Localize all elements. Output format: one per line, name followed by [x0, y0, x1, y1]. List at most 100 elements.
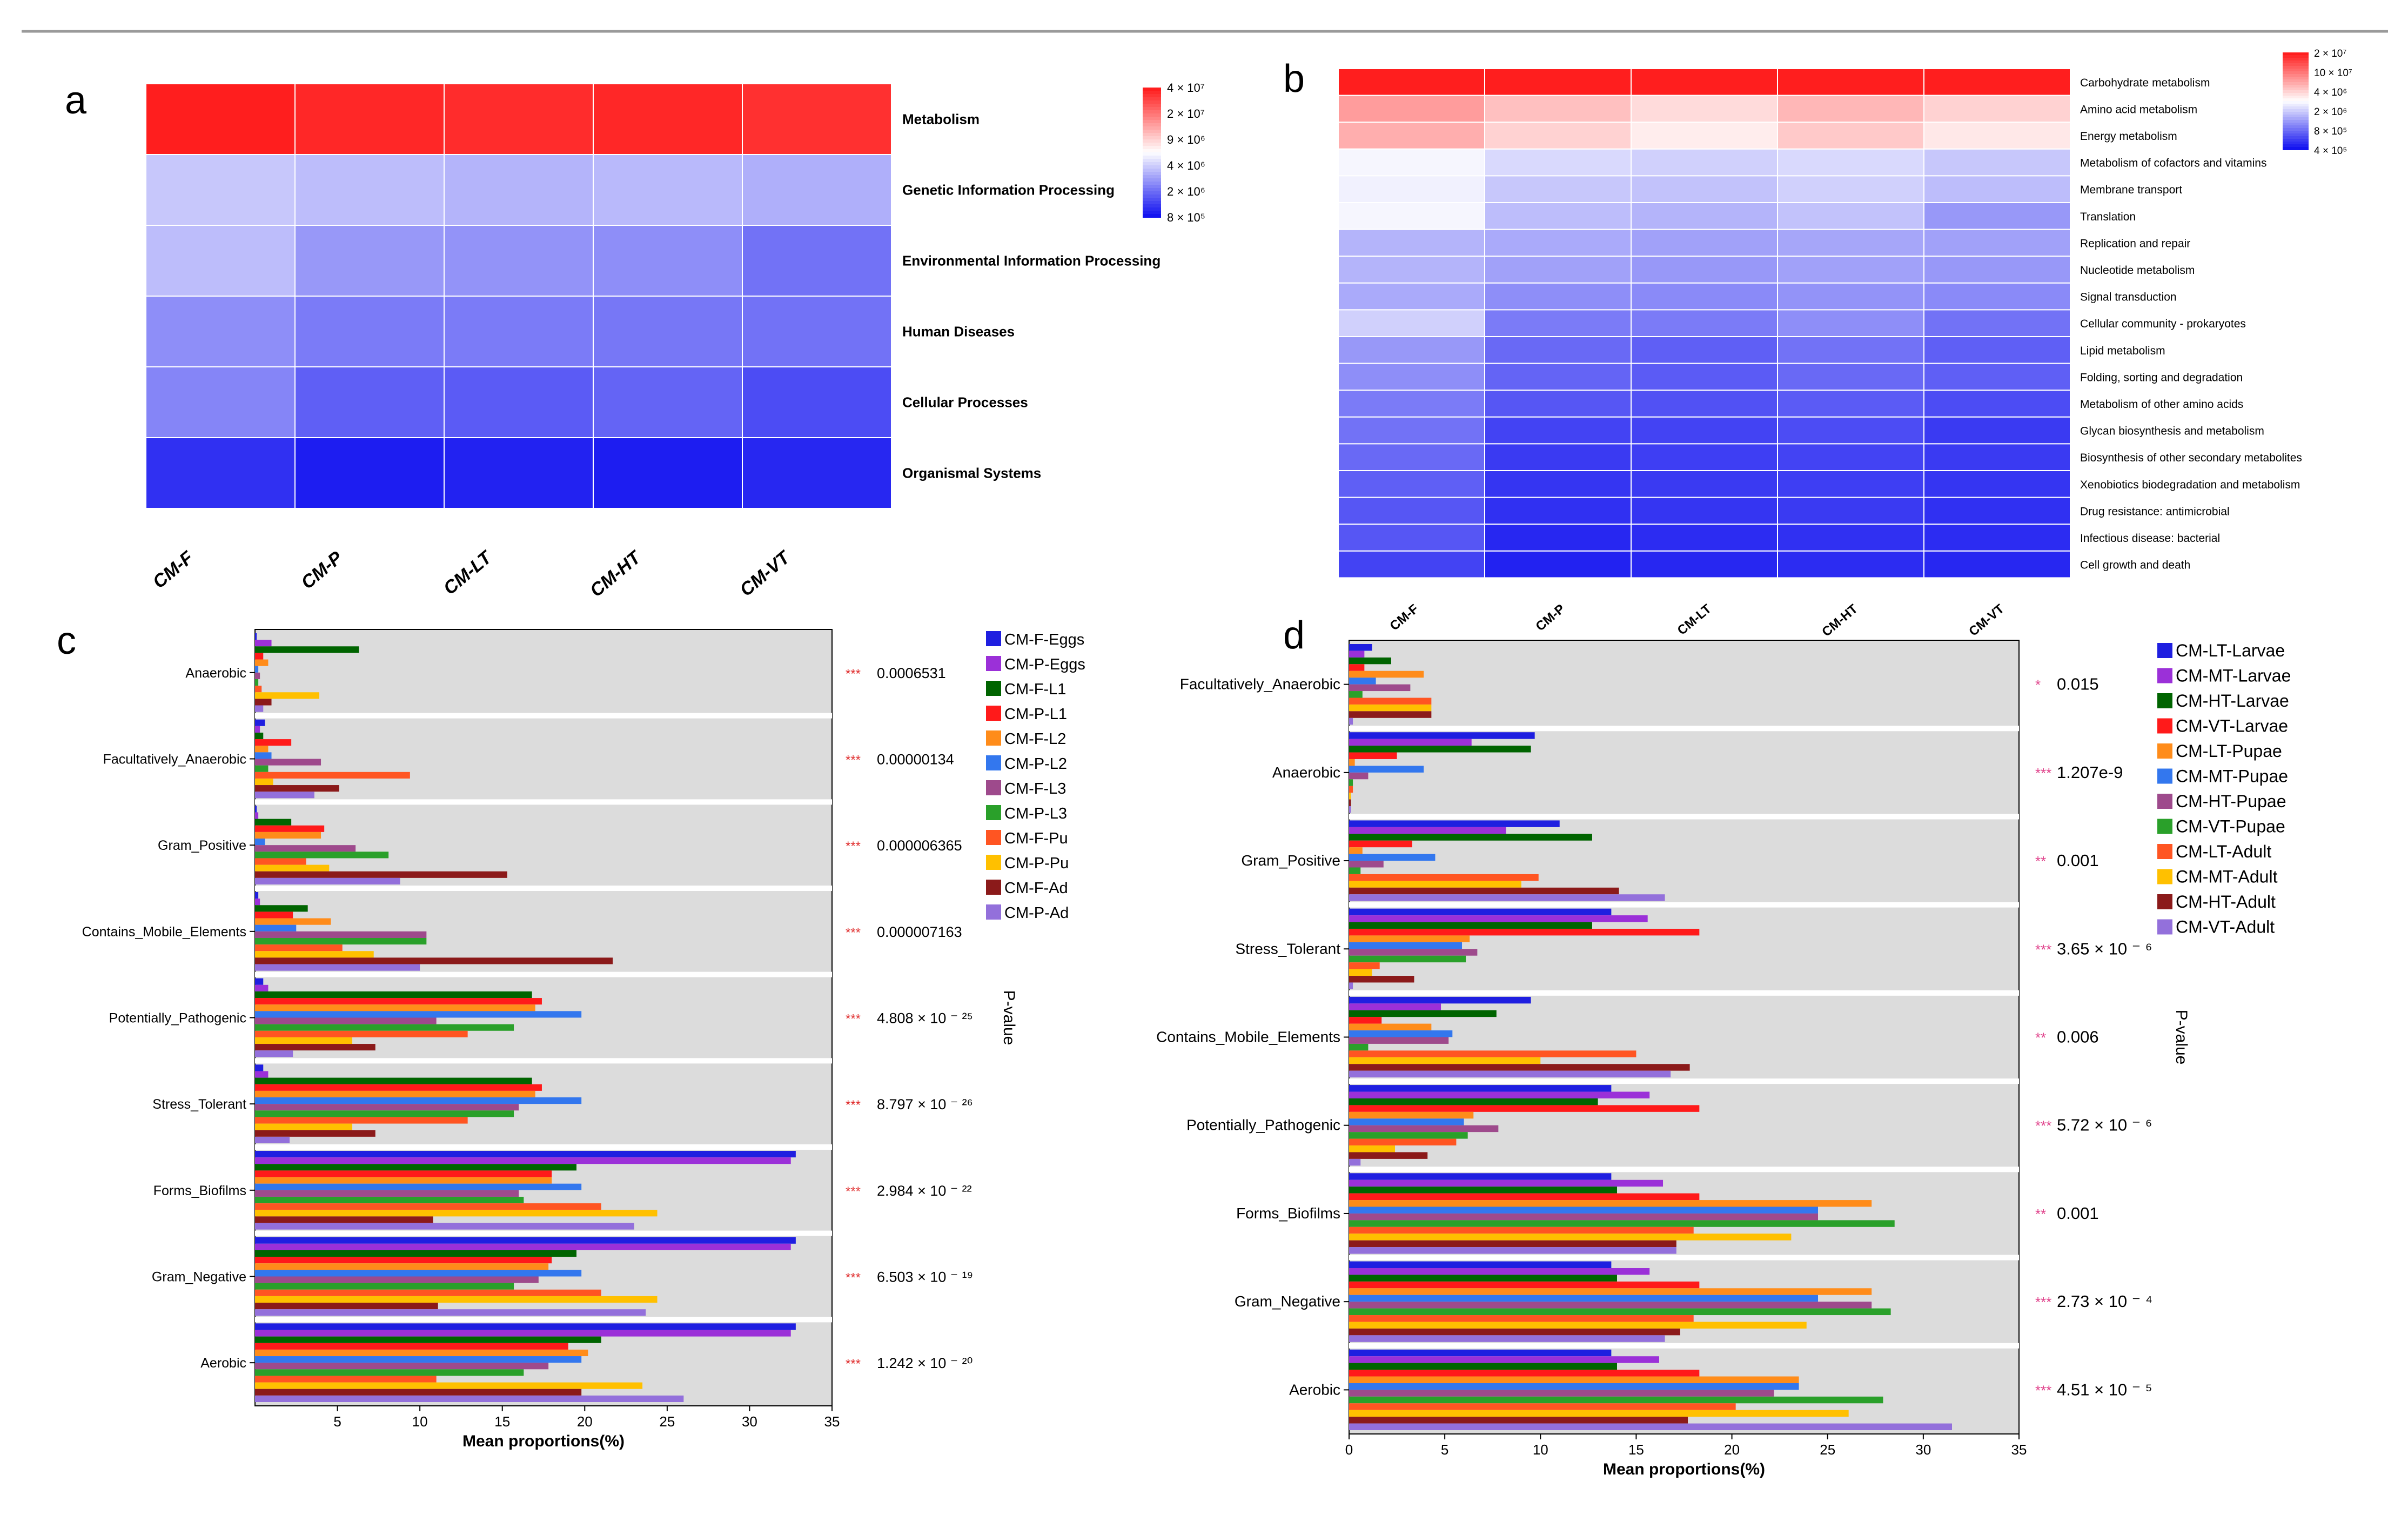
- p-value-axis-label: P-value: [1000, 990, 1018, 1045]
- heatmap-b-cell: [1631, 175, 1778, 203]
- bar: [1349, 827, 1506, 834]
- heatmap-b-cell: [1631, 416, 1778, 445]
- legend-label: CM-HT-Pupae: [2176, 792, 2286, 811]
- bar: [1349, 1179, 1664, 1187]
- bar: [255, 705, 264, 712]
- heatmap-b-cell: [1631, 497, 1778, 525]
- heatmap-b-cell: [1923, 443, 2071, 472]
- heatmap-a-legend-segment: [1143, 120, 1161, 124]
- heatmap-b-cell: [1923, 229, 2071, 257]
- heatmap-b-row-label: Replication and repair: [2080, 237, 2190, 250]
- legend-label: CM-HT-Larvae: [2176, 691, 2289, 710]
- bar: [255, 877, 400, 884]
- category-label: Gram_Negative: [1235, 1293, 1340, 1310]
- x-axis-label: Mean proportions(%): [462, 1432, 625, 1450]
- bar: [1349, 1295, 1818, 1302]
- bar: [1349, 1356, 1659, 1363]
- significance-stars: ***: [846, 1098, 861, 1112]
- bar: [1349, 887, 1619, 895]
- legend-label: CM-MT-Pupae: [2176, 767, 2288, 786]
- heatmap-b-legend-label: 8 × 10⁵: [2314, 126, 2347, 137]
- bar: [255, 1243, 791, 1250]
- heatmap-b-cell: [1338, 470, 1485, 498]
- heatmap-b-cell: [1777, 202, 1924, 230]
- bar: [1349, 793, 1351, 800]
- bar: [255, 1395, 684, 1402]
- heatmap-b-cell: [1484, 229, 1632, 257]
- bar: [1349, 1268, 1650, 1275]
- legend-label: CM-HT-Adult: [2176, 892, 2276, 911]
- heatmap-b-legend-segment: [2283, 123, 2309, 126]
- legend-swatch: [2157, 743, 2172, 759]
- heatmap-b-row-label: Biosynthesis of other secondary metaboli…: [2080, 452, 2302, 464]
- x-tick-label: 5: [1441, 1442, 1448, 1458]
- bar: [1349, 1226, 1694, 1234]
- heatmap-a-legend-segment: [1143, 117, 1161, 120]
- legend-label: CM-VT-Pupae: [2176, 817, 2285, 836]
- heatmap-a-cell: [294, 437, 445, 509]
- heatmap-a-legend-segment: [1143, 139, 1161, 143]
- significance-stars: ***: [2035, 1118, 2051, 1134]
- bar: [1349, 1105, 1700, 1112]
- heatmap-a-row-label: Cellular Processes: [902, 394, 1028, 411]
- heatmap-a-legend-label: 4 × 10⁷: [1167, 81, 1205, 95]
- bar: [255, 659, 269, 666]
- category-label: Anaerobic: [185, 666, 246, 681]
- legend-label: CM-F-Pu: [1004, 830, 1068, 847]
- x-tick-label: 10: [412, 1413, 428, 1430]
- heatmap-b-cell: [1338, 390, 1485, 418]
- bar-chart-c: Anaerobic *** 0.0006531 Facultatively_Anaer…: [82, 629, 1085, 1450]
- heatmap-b-cell: [1484, 122, 1632, 150]
- bar: [255, 1210, 658, 1217]
- bar: [255, 1309, 646, 1316]
- heatmap-b-cell: [1484, 390, 1632, 418]
- heatmap-b-legend-segment: [2283, 120, 2309, 123]
- bar: [1349, 1057, 1541, 1064]
- heatmap-b-legend-segment: [2283, 109, 2309, 112]
- bar: [1349, 718, 1353, 725]
- heatmap-b-cell: [1338, 336, 1485, 364]
- heatmap-b-legend-segment: [2283, 79, 2309, 83]
- bar: [1349, 799, 1351, 807]
- bar: [255, 1270, 582, 1277]
- significance-stars: ***: [846, 1012, 861, 1027]
- bar: [1349, 1200, 1872, 1207]
- bar: [1349, 1085, 1612, 1092]
- bar: [255, 1296, 658, 1303]
- bar: [1349, 1390, 1774, 1397]
- bar: [1349, 1138, 1457, 1146]
- heatmap-b-cell: [1484, 550, 1632, 579]
- heatmap-a-legend-segment: [1143, 113, 1161, 117]
- bar: [1349, 1064, 1690, 1071]
- bar: [255, 1250, 577, 1257]
- significance-stars: ***: [846, 1271, 861, 1285]
- bar: [255, 931, 427, 938]
- heatmap-b-cell: [1923, 95, 2071, 123]
- bar: [255, 732, 264, 740]
- heatmap-b-legend-segment: [2283, 58, 2309, 61]
- bar: [255, 640, 272, 647]
- heatmap-b-cell: [1923, 550, 2071, 579]
- category-label: Potentially_Pathogenic: [1186, 1117, 1340, 1134]
- significance-stars: ***: [846, 926, 861, 940]
- heatmap-b-row-label: Carbohydrate metabolism: [2080, 77, 2210, 89]
- heatmap-b-cell: [1777, 256, 1924, 284]
- heatmap-b-row-label: Lipid metabolism: [2080, 345, 2165, 357]
- heatmap-b-cell: [1777, 229, 1924, 257]
- category-label: Gram_Positive: [1241, 852, 1340, 869]
- bar: [255, 1084, 542, 1091]
- significance-stars: *: [2035, 677, 2041, 693]
- legend-swatch: [986, 681, 1001, 696]
- heatmap-b-cell: [1484, 443, 1632, 472]
- heatmap-b-legend-segment: [2283, 63, 2309, 66]
- bar: [255, 719, 265, 726]
- bar: [255, 692, 320, 699]
- bar: [255, 905, 308, 912]
- bar: [255, 806, 257, 813]
- heatmap-b-cell: [1777, 282, 1924, 311]
- heatmap-b-legend-segment: [2283, 104, 2309, 107]
- heatmap-b-row-label: Translation: [2080, 211, 2136, 223]
- significance-stars: ***: [846, 1357, 861, 1371]
- bar: [255, 752, 272, 759]
- heatmap-b-cell: [1923, 336, 2071, 364]
